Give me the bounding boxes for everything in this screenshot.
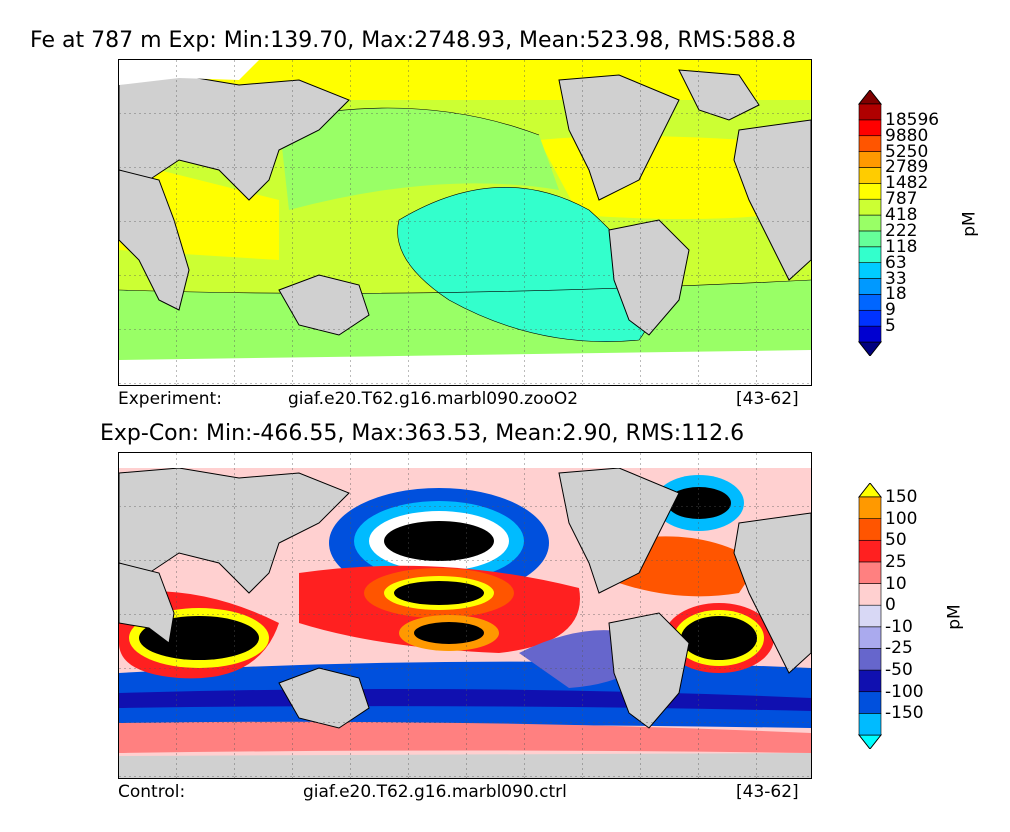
top-years: [43-62] (736, 389, 799, 409)
top-colorbar-tick-label: 5 (885, 316, 896, 337)
top-colorbar-tick-label: 1482 (885, 173, 929, 194)
bottom-colorbar-cap-min (857, 734, 883, 749)
bottom-colorbar (857, 483, 883, 749)
bottom-colorbar-tick-label: 10 (885, 573, 907, 594)
top-colorbar-box (858, 325, 882, 343)
bottom-colorbar-box (858, 583, 882, 606)
bottom-case-name: giaf.e20.T62.g16.marbl090.ctrl (303, 782, 567, 802)
bottom-colorbar-tick-label: -100 (885, 681, 924, 702)
bottom-colorbar-tick-label: -150 (885, 703, 924, 724)
bottom-colorbar-box (858, 539, 882, 563)
top-colorbar-box (858, 167, 882, 184)
top-colorbar (857, 90, 883, 356)
bottom-colorbar-tick-label: 25 (885, 551, 907, 572)
bottom-colorbar-tick-label: 100 (885, 508, 918, 529)
top-map-field (119, 60, 811, 385)
top-colorbar-box (858, 183, 882, 200)
top-map (118, 59, 812, 386)
top-colorbar-box (858, 119, 882, 137)
bottom-colorbar-box (858, 648, 882, 671)
bottom-colorbar-box (858, 669, 882, 693)
bottom-colorbar-box (858, 691, 882, 714)
bottom-colorbar-tick-label: -50 (885, 660, 913, 681)
bottom-colorbar-box (858, 561, 882, 584)
bottom-map-field (119, 453, 811, 778)
top-colorbar-tick-label: 9 (885, 300, 896, 321)
bottom-colorbar-box (858, 518, 882, 541)
top-colorbar-tick-label: 63 (885, 252, 907, 273)
top-colorbar-box (858, 198, 882, 216)
bottom-colorbar-tick-label: 0 (885, 595, 896, 616)
top-colorbar-box (858, 214, 882, 232)
top-experiment-label: Experiment: (118, 389, 222, 409)
top-colorbar-box (858, 103, 882, 121)
top-colorbar-box (858, 278, 882, 295)
top-colorbar-tick-label: 2789 (885, 157, 929, 178)
bottom-colorbar-tick-label: -25 (885, 638, 913, 659)
bottom-colorbar-tick-label: 150 (885, 487, 918, 507)
top-colorbar-tick-label: 118 (885, 236, 918, 257)
top-colorbar-tick-label: 33 (885, 268, 907, 289)
top-colorbar-tick-label: 9880 (885, 125, 929, 146)
top-colorbar-box (858, 309, 882, 327)
top-colorbar-tick-label: 18 (885, 284, 907, 305)
bottom-colorbar-box (858, 626, 882, 649)
top-case-name: giaf.e20.T62.g16.marbl090.zooO2 (288, 389, 579, 409)
bottom-colorbar-box (858, 496, 882, 519)
top-colorbar-box (858, 246, 882, 263)
bottom-colorbar-cap-max (857, 483, 883, 498)
bottom-map (118, 452, 812, 779)
top-colorbar-box (858, 294, 882, 311)
top-colorbar-box (858, 151, 882, 168)
top-colorbar-cap-max (857, 90, 883, 105)
top-title: Fe at 787 m Exp: Min:139.70, Max:2748.93… (30, 28, 796, 53)
bottom-colorbar-tick-label: 50 (885, 530, 907, 551)
top-colorbar-tick-label: 418 (885, 205, 918, 226)
top-colorbar-box (858, 262, 882, 279)
bottom-units: pM (944, 604, 965, 630)
top-colorbar-box (858, 135, 882, 152)
top-colorbar-tick-label: 222 (885, 220, 918, 241)
top-colorbar-tick-label: 18596 (885, 109, 940, 130)
top-units: pM (959, 211, 980, 237)
top-colorbar-tick-label: 787 (885, 189, 918, 210)
bottom-colorbar-box (858, 604, 882, 628)
bottom-control-label: Control: (118, 782, 186, 802)
bottom-colorbar-box (858, 713, 882, 736)
top-colorbar-box (858, 230, 882, 248)
top-colorbar-tick-label: 5250 (885, 141, 929, 162)
bottom-years: [43-62] (736, 782, 799, 802)
bottom-colorbar-tick-label: -10 (885, 616, 913, 637)
bottom-title: Exp-Con: Min:-466.55, Max:363.53, Mean:2… (100, 421, 745, 446)
top-colorbar-cap-min (857, 341, 883, 356)
